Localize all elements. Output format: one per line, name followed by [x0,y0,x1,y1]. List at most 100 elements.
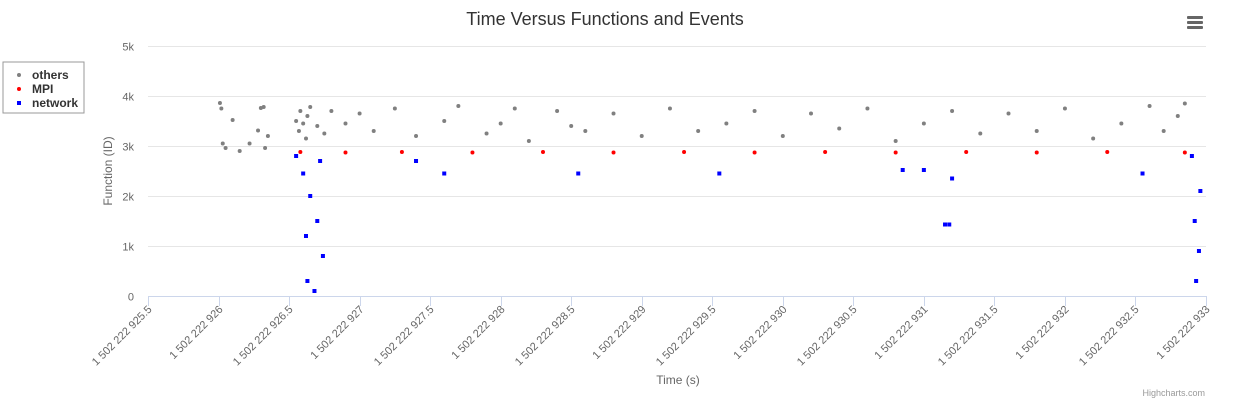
data-point [320,254,325,258]
data-point [1091,136,1096,141]
menu-icon-line-3 [1187,26,1203,29]
data-point [220,141,225,146]
data-point [399,150,404,154]
data-point [526,139,531,143]
data-point [1189,154,1194,158]
data-point [512,106,517,111]
data-point [947,222,952,227]
data-point [303,234,308,238]
data-point [921,121,926,126]
y-axis-title: Function (ID) [101,136,115,205]
legend-item-network[interactable]: network [17,96,78,110]
data-point [950,109,955,113]
legend-label-network: network [32,96,78,110]
data-point [298,109,303,113]
data-point [639,134,644,138]
data-point [1192,219,1197,223]
data-point [583,129,588,133]
data-point [964,150,969,154]
legend[interactable]: others MPI network [2,61,85,114]
data-point [315,124,320,128]
y-tick-label: 4k [122,92,134,104]
data-point [1194,279,1199,283]
legend-marker-mpi [17,87,21,91]
data-point [329,109,334,113]
data-point [978,131,983,136]
data-point [837,126,842,131]
y-axis-ticks: 0 1k 2k 3k 4k 5k [122,42,134,304]
legend-item-mpi[interactable]: MPI [17,82,53,96]
series-mpi [298,150,1187,155]
data-point [950,176,955,181]
data-point [456,104,461,108]
data-point [752,109,757,113]
data-point [343,121,348,126]
data-point [1196,249,1201,253]
x-tick-label: 1 502 222 925.5 [90,304,155,369]
data-point [308,194,313,198]
data-point [1105,150,1110,154]
data-point [414,134,419,138]
data-point [1034,129,1039,133]
data-point [1062,106,1067,111]
data-point [484,131,489,136]
data-point [611,150,616,155]
data-point [322,131,327,136]
data-point [780,134,785,138]
data-point [1161,129,1166,133]
data-point [442,119,447,123]
y-tick-label: 2k [122,192,134,204]
x-axis-ticks: 1 502 222 925.5 1 502 222 926 1 502 222 92… [90,296,1213,368]
series-others [217,101,1187,153]
y-tick-label: 0 [128,292,134,304]
x-tick-label: 1 502 222 929 [590,304,648,362]
data-point [263,146,268,150]
data-point [1198,189,1203,193]
data-point [900,168,905,172]
data-point [1119,121,1124,126]
data-point [717,171,722,176]
data-point [682,150,687,154]
data-point [230,118,235,122]
x-tick-label: 1 502 222 933 [1154,304,1212,362]
x-tick-label: 1 502 222 931.5 [936,304,1001,369]
data-point [667,106,672,111]
data-point [414,159,419,163]
data-point [921,168,926,172]
data-point [261,105,266,109]
x-tick-label: 1 502 222 927.5 [372,304,437,369]
data-point [308,105,313,109]
data-point [752,150,757,155]
data-point [305,114,310,118]
data-point [318,159,323,163]
data-point [442,171,447,176]
x-tick-label: 1 502 222 932.5 [1077,304,1142,369]
data-point [1182,150,1187,155]
data-point [294,119,299,123]
data-point [696,129,701,133]
data-point [296,129,301,133]
data-point [555,109,560,113]
data-point [298,150,303,154]
legend-item-others[interactable]: others [17,68,69,82]
menu-icon-line-1 [1187,16,1203,19]
x-tick-label: 1 502 222 926.5 [231,304,296,369]
data-point [265,134,270,138]
data-point [219,106,224,111]
data-point [724,121,729,126]
data-point [1175,114,1180,118]
credit-text[interactable]: Highcharts.com [1142,388,1205,398]
chart-title: Time Versus Functions and Events [466,9,743,29]
data-point [576,171,581,176]
hamburger-menu-icon[interactable] [1180,10,1210,36]
data-point [301,171,306,176]
plot-area [217,101,1203,293]
data-point [371,129,376,133]
data-point [893,139,898,143]
data-point [1034,150,1039,155]
y-tick-label: 5k [122,42,134,54]
y-tick-label: 3k [122,142,134,154]
data-point [611,111,616,116]
data-point [1140,171,1145,176]
